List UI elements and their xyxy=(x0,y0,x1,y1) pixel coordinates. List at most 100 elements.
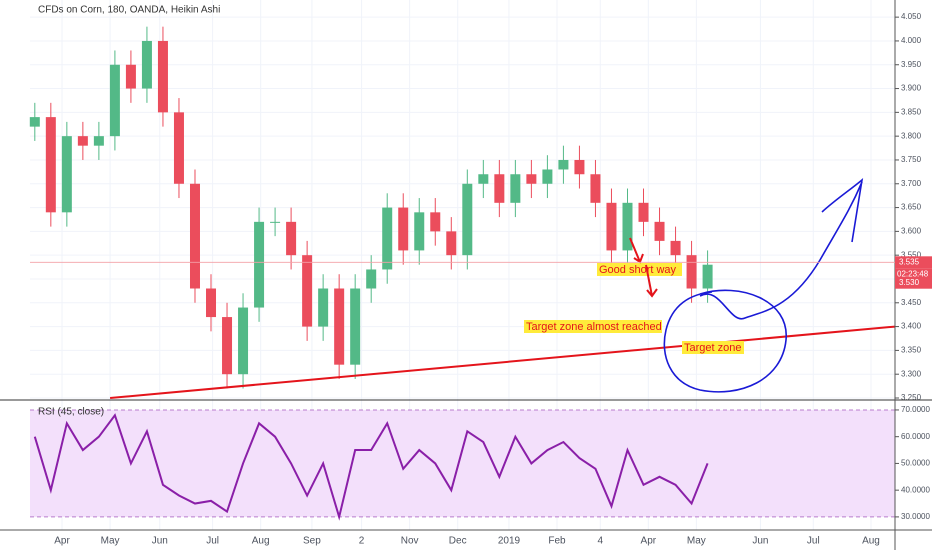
annotation: Target zone almost reached xyxy=(526,321,662,333)
x-tick-label: Dec xyxy=(449,536,467,547)
candle-body xyxy=(654,221,665,241)
y-tick-label: 50.0000 xyxy=(901,459,930,468)
candle-body xyxy=(494,174,505,203)
candle-body xyxy=(173,112,184,184)
candle-body xyxy=(414,212,425,251)
x-tick-label: May xyxy=(101,536,120,547)
y-tick-label: 3.700 xyxy=(901,179,922,188)
candle-body xyxy=(382,207,393,270)
last-price-label: 3.535 xyxy=(899,257,920,266)
y-tick-label: 3.750 xyxy=(901,155,922,164)
candle-body xyxy=(61,136,72,213)
x-tick-label: May xyxy=(687,536,706,547)
y-tick-label: 70.0000 xyxy=(901,405,930,414)
x-tick-label: Aug xyxy=(252,536,270,547)
candle-body xyxy=(526,174,537,184)
x-tick-label: Jun xyxy=(152,536,168,547)
y-tick-label: 3.300 xyxy=(901,369,922,378)
y-tick-label: 30.0000 xyxy=(901,512,930,521)
candle-body xyxy=(350,288,361,365)
y-tick-label: 3.550 xyxy=(901,250,922,259)
candle-body xyxy=(446,231,457,256)
y-tick-label: 3.650 xyxy=(901,203,922,212)
x-tick-label: Apr xyxy=(54,536,70,547)
y-tick-label: 3.850 xyxy=(901,107,922,116)
annotation: Target zone xyxy=(684,342,741,354)
candle-body xyxy=(638,202,649,222)
annotation-bg xyxy=(597,263,682,276)
y-tick-label: 3.600 xyxy=(901,226,922,235)
candle-body xyxy=(510,174,521,203)
candle-body xyxy=(93,136,104,146)
candle-body xyxy=(270,221,281,223)
candle-body xyxy=(334,288,345,365)
candle-body xyxy=(45,117,56,213)
candle-body xyxy=(141,40,152,89)
candle-body xyxy=(622,202,633,251)
candle-body xyxy=(670,240,681,256)
x-tick-label: Nov xyxy=(401,536,419,547)
y-tick-label: 60.0000 xyxy=(901,432,930,441)
candle-body xyxy=(77,136,88,146)
candle-body xyxy=(462,183,473,256)
y-tick-label: 3.250 xyxy=(901,393,922,402)
trendline xyxy=(110,325,896,399)
y-tick-label: 4.000 xyxy=(901,36,922,45)
candle-body xyxy=(206,288,217,318)
x-tick-label: Jul xyxy=(206,536,219,547)
candle-body xyxy=(29,117,40,127)
x-tick-label: 2019 xyxy=(498,536,521,547)
annotation: Good short way xyxy=(599,264,677,276)
x-tick-label: Apr xyxy=(641,536,657,547)
candle-body xyxy=(302,255,313,327)
y-tick-label: 3.350 xyxy=(901,346,922,355)
y-tick-label: 3.950 xyxy=(901,60,922,69)
candle-body xyxy=(558,159,569,170)
countdown: 02:23:48 xyxy=(897,269,929,278)
y-tick-label: 3.400 xyxy=(901,322,922,331)
candle-body xyxy=(686,255,697,289)
y-tick-label: 40.0000 xyxy=(901,485,930,494)
y-tick-label: 3.800 xyxy=(901,131,922,140)
x-tick-label: Jul xyxy=(807,536,820,547)
candle-body xyxy=(125,64,136,89)
rsi-title: RSI (45, close) xyxy=(38,407,104,418)
y-tick-label: 3.900 xyxy=(901,84,922,93)
candle-body xyxy=(574,159,585,175)
candle-body xyxy=(254,221,265,308)
chart-title: CFDs on Corn, 180, OANDA, Heikin Ashi xyxy=(38,5,220,16)
candle-body xyxy=(590,174,601,203)
candle-body xyxy=(286,221,297,256)
candle-body xyxy=(318,288,329,327)
x-tick-label: Sep xyxy=(303,536,321,547)
candle-body xyxy=(702,264,713,289)
y-tick-label: 3.450 xyxy=(901,298,922,307)
candle-body xyxy=(430,212,441,232)
y-tick-label: 4.050 xyxy=(901,12,922,21)
x-tick-label: Jun xyxy=(752,536,768,547)
x-tick-label: 2 xyxy=(359,536,365,547)
last-price-box xyxy=(895,256,932,269)
candle-body xyxy=(189,183,200,289)
candle-body xyxy=(398,207,409,251)
rsi-band xyxy=(30,409,895,517)
x-tick-label: Feb xyxy=(548,536,566,547)
rsi-line xyxy=(33,413,709,521)
annotation-bg xyxy=(524,320,662,333)
bid-box xyxy=(895,276,932,289)
candle-body xyxy=(238,307,249,375)
candle-body xyxy=(222,317,233,375)
annotation-bg xyxy=(682,341,744,354)
hand-drawing xyxy=(699,178,864,320)
x-tick-label: Aug xyxy=(862,536,880,547)
target-circle xyxy=(663,289,787,393)
bid-label: 3.530 xyxy=(899,278,920,287)
x-tick-label: 4 xyxy=(597,536,603,547)
candle-body xyxy=(478,174,489,184)
candle-body xyxy=(606,202,617,251)
candle-body xyxy=(109,64,120,137)
candle-body xyxy=(542,169,553,184)
candle-body xyxy=(157,40,168,113)
candle-body xyxy=(366,269,377,289)
